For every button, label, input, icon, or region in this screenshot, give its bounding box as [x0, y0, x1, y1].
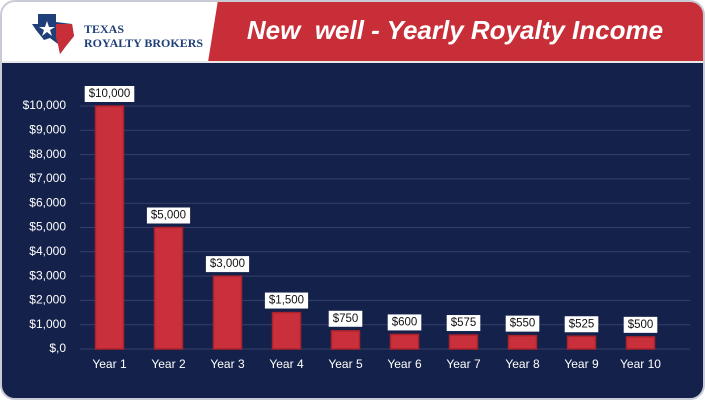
x-tick-label: Year 5 — [328, 357, 363, 371]
value-label-box — [84, 86, 135, 102]
y-tick-label: $2,000 — [29, 293, 66, 307]
value-label-box — [205, 256, 250, 273]
value-label: $3,000 — [210, 258, 245, 270]
value-label-box — [446, 315, 481, 332]
value-label-box — [623, 316, 658, 333]
value-label-box — [328, 310, 363, 327]
value-label: $525 — [569, 318, 595, 330]
bar — [212, 275, 243, 350]
x-tick-label: Year 7 — [446, 357, 481, 371]
star — [39, 21, 55, 36]
value-label-box — [387, 314, 422, 331]
bar — [507, 334, 538, 350]
y-tick-label: $7,000 — [29, 171, 66, 185]
y-tick-label: $,0 — [49, 341, 66, 355]
bar — [389, 333, 420, 350]
value-label-box — [264, 292, 309, 309]
logo-icon — [32, 14, 74, 54]
y-tick-label: $6,000 — [29, 195, 66, 209]
value-label: $575 — [451, 317, 477, 329]
value-label-box — [505, 315, 540, 332]
bar — [271, 311, 302, 350]
y-tick-label: $4,000 — [29, 244, 66, 258]
bar — [330, 330, 361, 350]
value-label: $5,000 — [151, 210, 186, 222]
bar — [94, 105, 125, 350]
value-label-box — [564, 316, 599, 333]
y-tick-label: $1,000 — [29, 317, 66, 331]
value-label-box — [146, 207, 191, 224]
bar — [448, 334, 479, 350]
x-tick-label: Year 4 — [269, 357, 304, 371]
y-tick-label: $8,000 — [29, 147, 66, 161]
logo-line2: ROYALTY BROKERS — [84, 36, 203, 50]
value-label: $1,500 — [269, 295, 304, 307]
value-label: $550 — [510, 318, 536, 330]
value-label: $600 — [392, 316, 418, 328]
texas-shape-red — [56, 14, 74, 54]
logo-line1: TEXAS — [84, 22, 124, 36]
x-tick-label: Year 3 — [210, 357, 245, 371]
value-label: $10,000 — [89, 88, 131, 100]
y-tick-label: $5,000 — [29, 220, 66, 234]
bar — [625, 336, 656, 350]
x-tick-label: Year 6 — [387, 357, 422, 371]
value-label: $500 — [628, 319, 654, 331]
bar — [566, 335, 597, 350]
value-label: $750 — [333, 313, 359, 325]
x-tick-label: Year 2 — [151, 357, 186, 371]
x-tick-label: Year 1 — [92, 357, 127, 371]
y-tick-label: $9,000 — [29, 122, 66, 136]
y-tick-label: $10,000 — [23, 98, 67, 112]
x-tick-label: Year 9 — [564, 357, 599, 371]
x-tick-label: Year 8 — [505, 357, 540, 371]
y-tick-label: $3,000 — [29, 268, 66, 282]
x-tick-label: Year 10 — [620, 357, 661, 371]
chart-title: New well - Yearly Royalty Income — [247, 15, 663, 45]
bar — [153, 226, 184, 350]
